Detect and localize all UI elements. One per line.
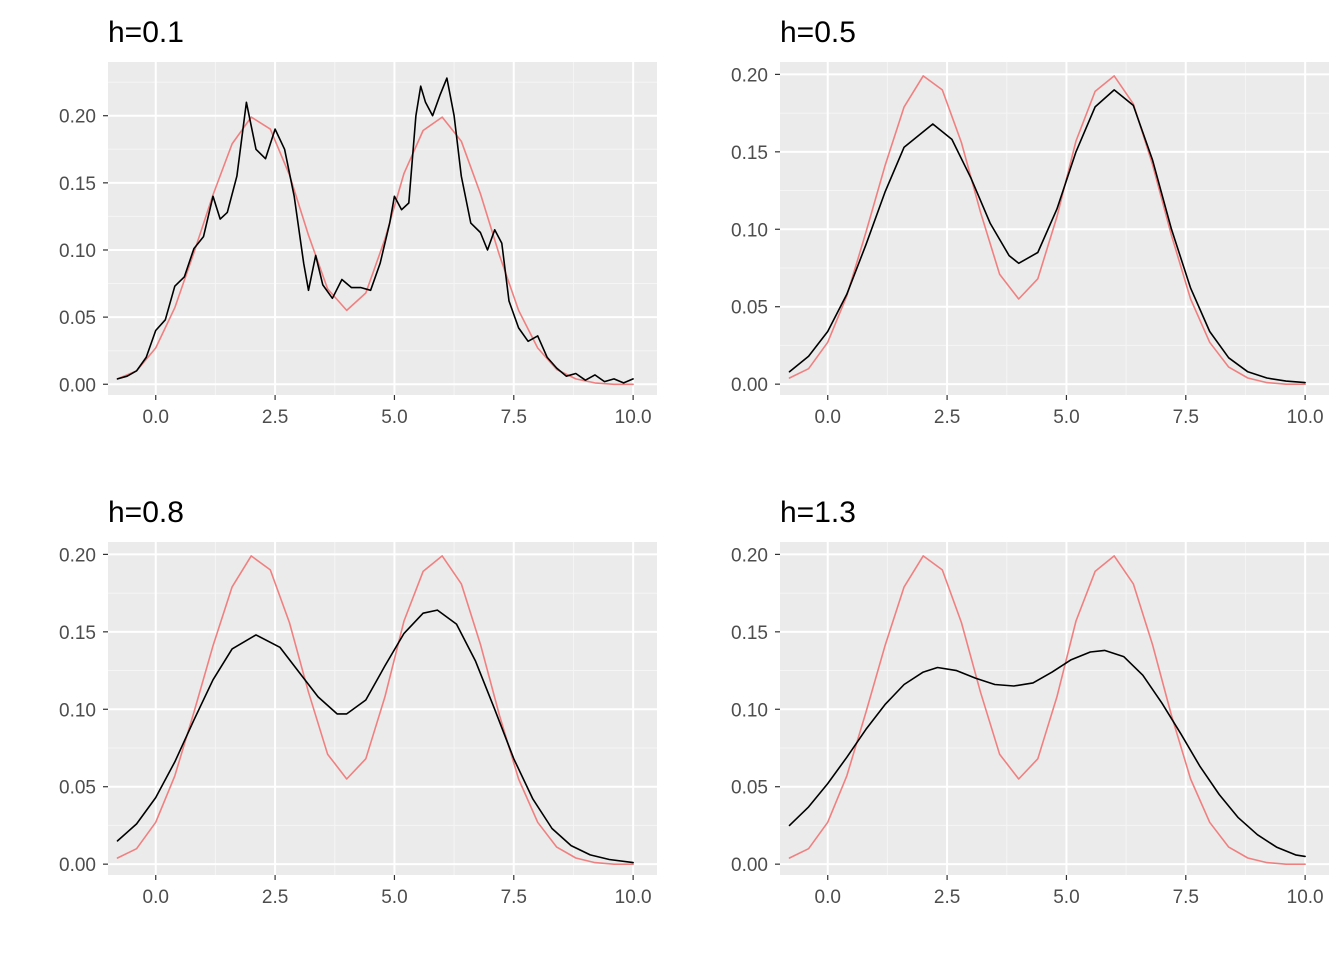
- y-tick-label: 0.15: [59, 623, 96, 644]
- true-density-line: [788, 555, 1306, 866]
- x-tick-label: 5.0: [1053, 887, 1079, 908]
- x-tick-label: 5.0: [1053, 407, 1079, 428]
- kde-estimate-line: [788, 89, 1306, 384]
- y-tick-label: 0.00: [731, 855, 768, 876]
- y-tick-label: 0.05: [731, 778, 768, 799]
- y-tick-label: 0.15: [731, 143, 768, 164]
- y-tick-label: 0.00: [59, 375, 96, 396]
- y-tick-label: 0.20: [731, 65, 768, 86]
- y-tick-label: 0.00: [59, 855, 96, 876]
- x-tick-label: 0.0: [143, 407, 169, 428]
- panel-background: [108, 62, 657, 395]
- y-tick-label: 0.20: [59, 107, 96, 128]
- panel-title: h=0.5: [780, 16, 856, 49]
- y-tick-label: 0.05: [59, 778, 96, 799]
- x-tick-label: 10.0: [1287, 887, 1324, 908]
- x-tick-label: 7.5: [1173, 887, 1199, 908]
- x-tick-label: 0.0: [815, 887, 841, 908]
- kde-estimate-line: [116, 609, 634, 864]
- x-tick-label: 7.5: [501, 887, 527, 908]
- panel-title: h=0.1: [108, 16, 184, 49]
- x-tick-label: 10.0: [615, 407, 652, 428]
- x-tick-label: 2.5: [934, 407, 960, 428]
- x-tick-label: 0.0: [143, 887, 169, 908]
- kde-estimate-line: [788, 649, 1306, 858]
- y-tick-label: 0.10: [59, 700, 96, 721]
- kde-estimate-line: [116, 77, 634, 384]
- x-tick-label: 10.0: [615, 887, 652, 908]
- y-tick-label: 0.05: [731, 298, 768, 319]
- true-density-line: [116, 555, 634, 866]
- y-tick-label: 0.15: [731, 623, 768, 644]
- panel-title: h=0.8: [108, 496, 184, 529]
- y-tick-label: 0.15: [59, 174, 96, 195]
- panel-3: 0.0 2.5 5.0 7.5 10.0 0.00 0.05 0.10 0.15 0.20 h=0.…: [59, 496, 657, 908]
- y-tick-label: 0.20: [59, 545, 96, 566]
- panel-1: 0.0 2.5 5.0 7.5 10.0 0.00 0.05 0.10 0.15 0.20 h=0.…: [59, 16, 657, 428]
- y-tick-label: 0.10: [731, 220, 768, 241]
- y-tick-label: 0.00: [731, 375, 768, 396]
- y-tick-label: 0.10: [731, 700, 768, 721]
- panel-2: 0.0 2.5 5.0 7.5 10.0 0.00 0.05 0.10 0.15 0.20 h=0.…: [731, 16, 1329, 428]
- y-tick-label: 0.10: [59, 241, 96, 262]
- true-density-line: [788, 75, 1306, 386]
- y-tick-label: 0.20: [731, 545, 768, 566]
- true-density-line: [116, 116, 634, 386]
- x-tick-label: 2.5: [262, 407, 288, 428]
- x-tick-label: 2.5: [262, 887, 288, 908]
- x-tick-label: 5.0: [381, 887, 407, 908]
- y-tick-label: 0.05: [59, 308, 96, 329]
- x-tick-label: 10.0: [1287, 407, 1324, 428]
- x-tick-label: 7.5: [501, 407, 527, 428]
- x-tick-label: 5.0: [381, 407, 407, 428]
- panel-4: 0.0 2.5 5.0 7.5 10.0 0.00 0.05 0.10 0.15 0.20 h=1.…: [731, 496, 1329, 908]
- x-tick-label: 0.0: [815, 407, 841, 428]
- x-tick-label: 2.5: [934, 887, 960, 908]
- panel-title: h=1.3: [780, 496, 856, 529]
- x-tick-label: 7.5: [1173, 407, 1199, 428]
